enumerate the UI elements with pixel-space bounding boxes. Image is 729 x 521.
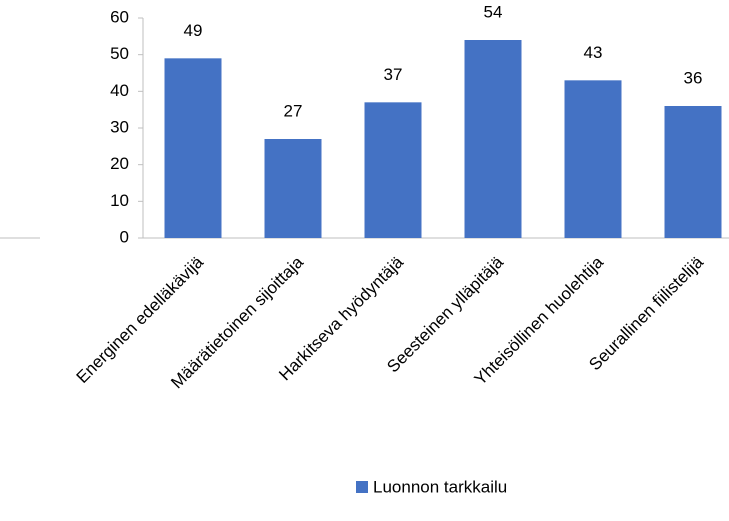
y-tick-label: 20 (110, 154, 129, 173)
data-label: 49 (184, 21, 203, 40)
y-tick-label: 0 (120, 227, 129, 246)
y-tick-label: 50 (110, 44, 129, 63)
bar (364, 102, 422, 238)
data-label: 43 (584, 43, 603, 62)
legend-swatch (356, 481, 368, 493)
y-tick-label: 30 (110, 117, 129, 136)
y-tick-label: 60 (110, 7, 129, 26)
data-label: 27 (284, 101, 303, 120)
legend-label: Luonnon tarkkailu (373, 477, 507, 496)
data-label: 36 (684, 68, 703, 87)
bar (264, 139, 322, 238)
x-tick-label: Seurallinen fiilistelijä (585, 252, 707, 374)
bar (464, 40, 522, 238)
bar (664, 106, 722, 238)
data-label: 37 (384, 65, 403, 84)
bar (564, 80, 622, 238)
y-tick-label: 40 (110, 81, 129, 100)
y-tick-label: 10 (110, 191, 129, 210)
bar (164, 58, 222, 239)
data-label: 54 (484, 2, 503, 21)
